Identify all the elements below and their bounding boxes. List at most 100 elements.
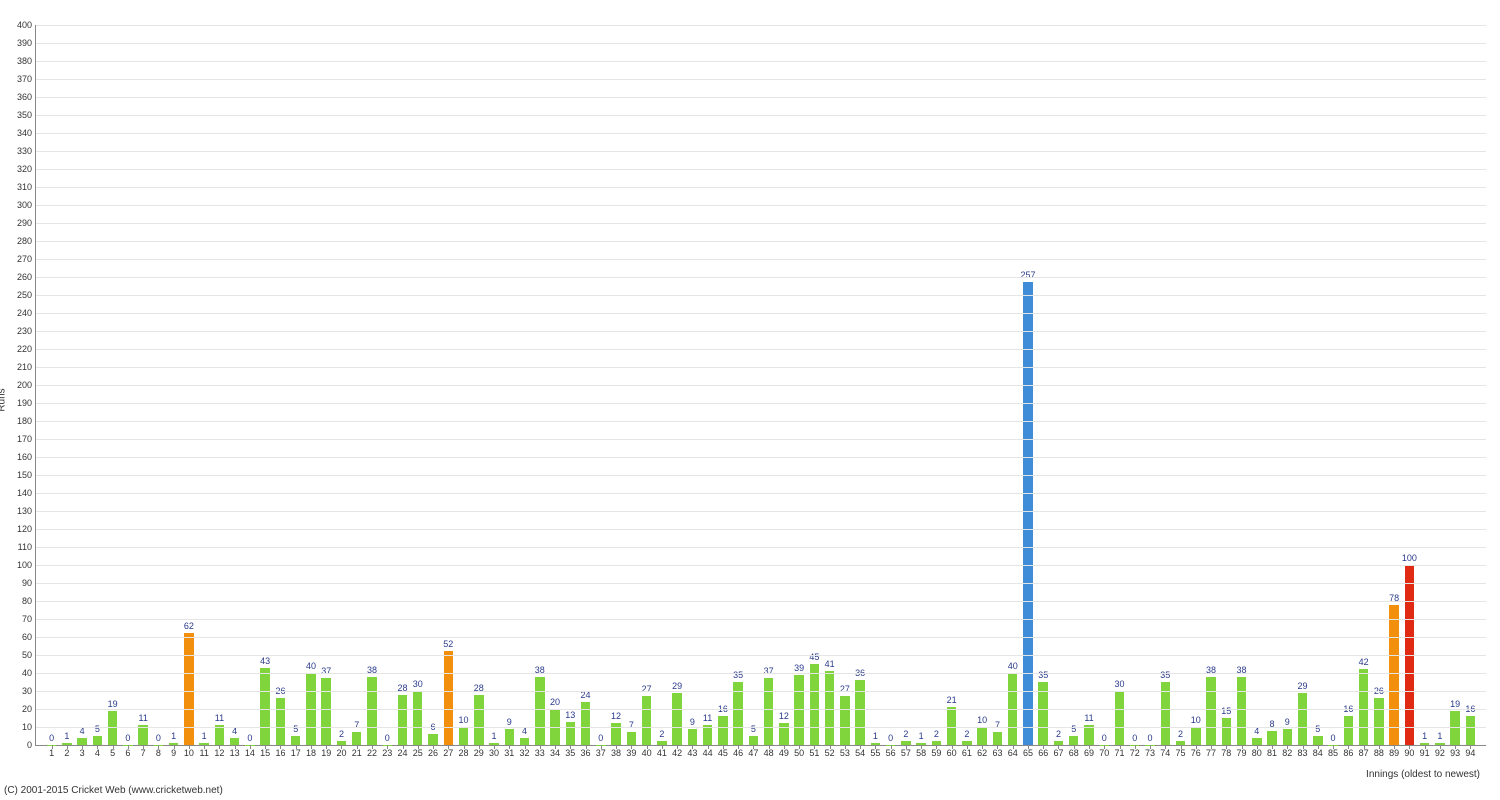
gridline [36, 655, 1486, 656]
ytick-label: 160 [2, 452, 32, 462]
bar [627, 732, 636, 745]
bar [1283, 729, 1292, 745]
bar [413, 691, 422, 745]
ytick-label: 50 [2, 650, 32, 660]
xtick-label: 3 [80, 745, 85, 758]
xtick-label: 38 [611, 745, 621, 758]
xtick-label: 56 [886, 745, 896, 758]
bar [1084, 725, 1093, 745]
xtick-label: 36 [581, 745, 591, 758]
xtick-label: 11 [200, 745, 209, 758]
xtick-label: 24 [397, 745, 407, 758]
bar [1313, 736, 1322, 745]
bar [642, 696, 651, 745]
bar [1389, 605, 1398, 745]
bar-value-label: 19 [1450, 699, 1460, 709]
xtick-label: 73 [1145, 745, 1155, 758]
bar [260, 668, 269, 745]
gridline [36, 295, 1486, 296]
xtick-label: 61 [962, 745, 972, 758]
xtick-label: 86 [1343, 745, 1353, 758]
bar [1359, 669, 1368, 745]
gridline [36, 61, 1486, 62]
xtick-label: 28 [459, 745, 469, 758]
bar [688, 729, 697, 745]
bar [428, 734, 437, 745]
ytick-label: 260 [2, 272, 32, 282]
bar-value-label: 0 [1147, 733, 1152, 743]
bar [1191, 727, 1200, 745]
bar [474, 695, 483, 745]
runs-chart: Runs 01451901101621114043265403727380283… [0, 0, 1500, 800]
bar [276, 698, 285, 745]
bar-value-label: 257 [1020, 270, 1035, 280]
bar [138, 725, 147, 745]
bar [398, 695, 407, 745]
bar [1069, 736, 1078, 745]
xtick-label: 8 [156, 745, 161, 758]
xtick-label: 90 [1404, 745, 1414, 758]
xtick-label: 92 [1435, 745, 1445, 758]
xtick-label: 20 [336, 745, 346, 758]
xtick-label: 12 [214, 745, 224, 758]
ytick-label: 390 [2, 38, 32, 48]
gridline [36, 691, 1486, 692]
bar-value-label: 1 [919, 731, 924, 741]
xtick-label: 25 [413, 745, 423, 758]
bar-value-label: 1 [171, 731, 176, 741]
bar [1267, 731, 1276, 745]
bar-value-label: 35 [1160, 670, 1170, 680]
bar-value-label: 12 [611, 711, 621, 721]
xtick-label: 44 [703, 745, 713, 758]
xtick-label: 84 [1313, 745, 1323, 758]
bar-value-label: 5 [95, 724, 100, 734]
xtick-label: 57 [901, 745, 911, 758]
bar-value-label: 1 [873, 731, 878, 741]
bar-value-label: 9 [1285, 717, 1290, 727]
bar [1252, 738, 1261, 745]
bar [184, 633, 193, 745]
bar-value-label: 40 [1008, 661, 1018, 671]
xtick-label: 22 [367, 745, 377, 758]
xtick-label: 9 [171, 745, 176, 758]
gridline [36, 151, 1486, 152]
gridline [36, 439, 1486, 440]
ytick-label: 320 [2, 164, 32, 174]
xtick-label: 31 [504, 745, 514, 758]
bar-value-label: 1 [492, 731, 497, 741]
bar-value-label: 5 [293, 724, 298, 734]
xtick-label: 41 [657, 745, 667, 758]
xtick-label: 7 [141, 745, 146, 758]
bar-value-label: 7 [995, 720, 1000, 730]
bar-value-label: 2 [934, 729, 939, 739]
bar-value-label: 30 [413, 679, 423, 689]
bar [703, 725, 712, 745]
xtick-label: 35 [565, 745, 575, 758]
plot-area: 0145190110162111404326540372738028306521… [35, 25, 1486, 746]
bar-value-label: 2 [964, 729, 969, 739]
gridline [36, 133, 1486, 134]
bar [77, 738, 86, 745]
x-axis-title: Innings (oldest to newest) [1366, 769, 1480, 780]
bar-value-label: 11 [138, 713, 147, 723]
ytick-label: 110 [2, 542, 32, 552]
bar [444, 651, 453, 745]
bar [230, 738, 239, 745]
xtick-label: 29 [474, 745, 484, 758]
bar-value-label: 9 [690, 717, 695, 727]
xtick-label: 1 [49, 745, 54, 758]
xtick-label: 21 [352, 745, 362, 758]
gridline [36, 457, 1486, 458]
ytick-label: 120 [2, 524, 32, 534]
ytick-label: 60 [2, 632, 32, 642]
bar-value-label: 7 [629, 720, 634, 730]
bar-value-label: 11 [215, 713, 224, 723]
xtick-label: 64 [1008, 745, 1018, 758]
bar-value-label: 37 [321, 666, 331, 676]
bar [459, 727, 468, 745]
bar [1206, 677, 1215, 745]
bar-value-label: 1 [1437, 731, 1442, 741]
bar-value-label: 0 [598, 733, 603, 743]
ytick-label: 380 [2, 56, 32, 66]
bar [520, 738, 529, 745]
